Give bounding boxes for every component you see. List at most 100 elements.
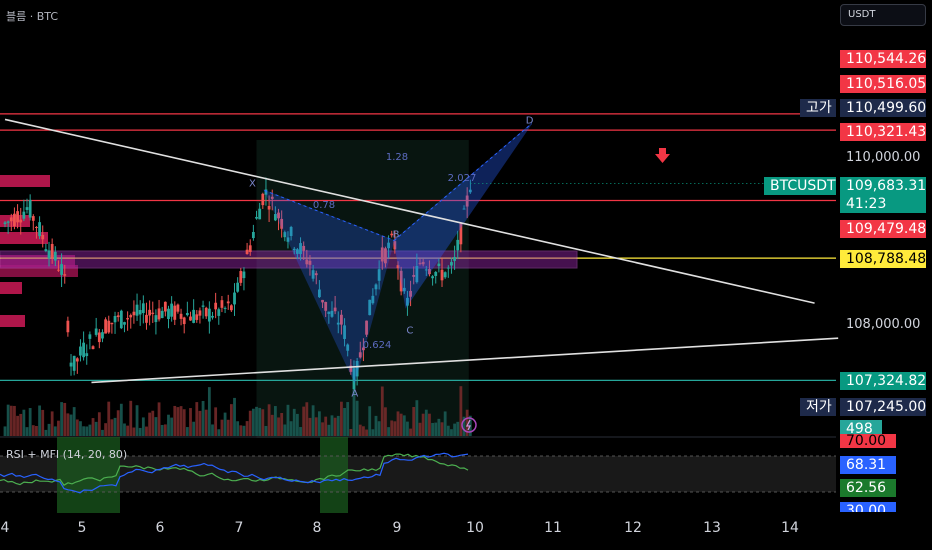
candle-body-27 <box>88 334 92 339</box>
candle-body-73 <box>233 292 236 305</box>
volume-bar-137 <box>434 422 438 436</box>
date-label-14: 14 <box>781 520 799 536</box>
candle-body-47 <box>151 312 155 314</box>
volume-bar-131 <box>415 400 419 436</box>
volume-bar-107 <box>340 401 343 436</box>
volume-bar-45 <box>145 426 148 436</box>
date-label-8: 8 <box>312 520 322 536</box>
candle-body-90 <box>286 237 290 242</box>
volume-bar-66 <box>211 424 214 436</box>
candle-body-77 <box>245 249 249 255</box>
candle-body-78 <box>248 245 252 252</box>
candle-body-9 <box>31 216 35 221</box>
volume-bar-50 <box>160 424 164 436</box>
candle-body-117 <box>371 295 375 304</box>
candle-body-76 <box>242 271 246 279</box>
volume-bar-37 <box>119 403 123 436</box>
date-label-7: 7 <box>234 520 244 536</box>
volume-bar-64 <box>204 409 208 436</box>
candle-body-8 <box>28 199 32 218</box>
candle-body-69 <box>220 300 224 308</box>
volume-bar-15 <box>50 411 54 436</box>
volume-bar-88 <box>280 413 284 436</box>
currency-selector[interactable]: USDT <box>840 4 926 26</box>
volume-bar-6 <box>22 409 26 436</box>
volume-bar-74 <box>236 421 240 436</box>
candle-body-20 <box>66 320 70 333</box>
date-label-9: 9 <box>392 520 402 536</box>
volume-bar-1 <box>6 404 10 436</box>
pattern-label-d: D <box>526 116 534 127</box>
volume-bar-109 <box>346 402 350 436</box>
candle-body-92 <box>292 248 296 251</box>
candle-body-72 <box>229 305 233 311</box>
volume-bar-111 <box>352 390 356 436</box>
volume-bar-135 <box>428 413 431 436</box>
candle-body-14 <box>47 250 51 259</box>
candle-body-51 <box>163 301 167 312</box>
volume-bar-43 <box>138 427 142 436</box>
volume-bar-112 <box>355 400 359 436</box>
volume-bar-105 <box>333 417 337 436</box>
candle-body-60 <box>192 309 196 323</box>
candle-body-1 <box>6 221 10 223</box>
volume-bar-7 <box>25 427 29 436</box>
candle-body-127 <box>402 287 406 292</box>
candle-body-49 <box>157 308 161 320</box>
candle-body-85 <box>270 196 274 199</box>
volume-bar-76 <box>242 425 246 436</box>
candle-body-99 <box>314 273 318 276</box>
volume-bar-146 <box>462 416 466 436</box>
volume-bar-122 <box>387 427 390 436</box>
candle-body-21 <box>69 362 73 367</box>
volume-bar-27 <box>88 424 92 436</box>
candle-body-67 <box>214 302 218 310</box>
volume-bar-136 <box>431 422 434 436</box>
candle-body-137 <box>434 272 438 276</box>
mfi-value-tag: 62.56 <box>840 479 896 497</box>
candle-body-119 <box>377 269 381 281</box>
candle-body-53 <box>170 303 174 317</box>
volume-bar-99 <box>314 417 318 436</box>
volume-bar-47 <box>151 410 155 436</box>
candle-body-101 <box>321 299 324 303</box>
volume-bar-125 <box>396 411 400 436</box>
volume-bar-39 <box>126 425 130 436</box>
candle-body-103 <box>327 311 331 314</box>
volume-bar-127 <box>402 415 406 436</box>
volume-bar-139 <box>440 422 444 436</box>
pattern-xb-line <box>264 189 395 241</box>
volume-bar-58 <box>185 427 189 436</box>
candle-body-32 <box>104 319 108 334</box>
candle-body-147 <box>465 195 469 207</box>
candle-body-82 <box>261 193 265 206</box>
volume-bar-20 <box>66 413 70 436</box>
alert-circle-icon <box>461 417 477 433</box>
indicator-title: RSI + MFI (14, 20, 80) <box>6 448 128 461</box>
candle-body-142 <box>450 262 453 266</box>
candle-body-116 <box>368 299 372 316</box>
candle-body-3 <box>13 213 16 227</box>
price-tag-110544: 110,544.26 <box>840 50 926 68</box>
volume-bar-32 <box>104 423 108 436</box>
volume-bar-78 <box>248 410 252 436</box>
candle-body-79 <box>251 232 255 239</box>
candle-body-122 <box>387 242 390 249</box>
volume-bar-2 <box>9 405 13 436</box>
volume-bar-113 <box>358 424 362 436</box>
pattern-label-x: X <box>249 178 256 189</box>
volume-bar-108 <box>343 407 346 436</box>
volume-bar-16 <box>53 426 57 436</box>
volume-bar-59 <box>189 408 192 436</box>
indicator-band <box>0 456 836 492</box>
candle-body-31 <box>101 332 104 339</box>
candle-body-110 <box>349 365 353 372</box>
volume-bar-83 <box>264 425 268 436</box>
volume-bar-67 <box>214 407 218 436</box>
candle-body-39 <box>126 318 130 320</box>
date-label-11: 11 <box>544 520 562 536</box>
volume-bar-28 <box>91 418 95 436</box>
candle-body-93 <box>295 249 299 254</box>
volume-bar-72 <box>229 404 233 436</box>
